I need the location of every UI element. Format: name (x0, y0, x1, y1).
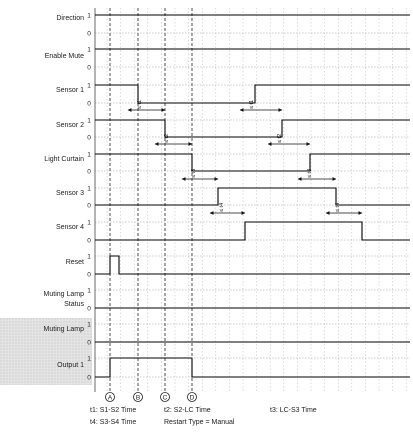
waveform-row-11 (95, 357, 410, 378)
marker-b: B (133, 392, 143, 402)
waveform-row-3 (95, 84, 410, 104)
level-low: 0 (87, 65, 91, 72)
time-label: ≤ t3 (307, 169, 313, 178)
legend-t1: t1: S1-S2 Time (90, 407, 136, 414)
waveform-row-8 (95, 255, 410, 275)
signal-label: Light Curtain (44, 156, 84, 163)
marker-circle (133, 392, 143, 402)
marker-circle (187, 392, 197, 402)
time-label: ≤ t4 (219, 203, 225, 212)
level-high: 1 (87, 83, 91, 90)
level-low: 0 (87, 203, 91, 210)
signal-label: Direction (56, 15, 84, 22)
level-labels: 1 0 1 0 1 0 1 0 1 0 1 0 1 0 1 0 1 0 1 0 1 0 (87, 13, 91, 382)
level-low: 0 (87, 375, 91, 382)
level-low: 0 (87, 31, 91, 38)
signal-labels: Direction Enable Mute Sensor 1 Sensor 2 Ligh… (44, 15, 85, 369)
timing-arrow: ≤ t3 (181, 169, 219, 181)
timing-arrow: ≤ t2 (267, 134, 311, 146)
time-label: ≤ t3 (191, 169, 197, 178)
level-high: 1 (87, 322, 91, 329)
timing-arrows: ≤ t1 ≤ t1 ≤ t2 ≤ t2 ≤ t3 ≤ t3 ≤ t4 ≤ t4 (127, 100, 363, 215)
marker-c: C (160, 392, 170, 402)
level-low: 0 (87, 306, 91, 313)
legend-t2: t2: S2-LC Time (164, 407, 211, 414)
signal-label: Reset (66, 259, 84, 266)
marker-text: A (108, 395, 113, 402)
signal-label: Sensor 1 (56, 87, 84, 94)
level-high: 1 (87, 118, 91, 125)
waveform-row-4 (95, 119, 410, 138)
reference-lines (95, 14, 410, 378)
time-label: ≤ t2 (277, 134, 283, 143)
signal-label: Output 1 (57, 362, 84, 369)
level-high: 1 (87, 220, 91, 227)
level-high: 1 (87, 47, 91, 54)
time-label: ≤ t2 (164, 134, 170, 143)
marker-lines (109, 8, 193, 392)
signal-label: Muting Lamp (44, 326, 85, 333)
signal-label: Sensor 4 (56, 224, 84, 231)
markers: A B C D (105, 392, 197, 402)
timing-arrow: ≤ t4 (325, 203, 363, 215)
marker-text: B (136, 395, 140, 402)
signal-label: Sensor 2 (56, 122, 84, 129)
marker-circle (160, 392, 170, 402)
legend-t4: t4: S3-S4 Time (90, 419, 136, 426)
marker-d: D (187, 392, 197, 402)
marker-text: C (163, 395, 168, 402)
level-low: 0 (87, 135, 91, 142)
level-low: 0 (87, 238, 91, 245)
timing-arrow: ≤ t4 (209, 203, 246, 215)
signal-label: Enable Mute (45, 53, 84, 60)
level-high: 1 (87, 356, 91, 363)
waveforms (95, 14, 410, 378)
signal-label-line: Muting Lamp (44, 291, 85, 298)
time-label: ≤ t4 (335, 203, 341, 212)
legend-restart: Restart Type = Manual (164, 419, 235, 426)
level-low: 0 (87, 272, 91, 279)
level-high: 1 (87, 288, 91, 295)
level-high: 1 (87, 13, 91, 20)
legend-t3: t3: LC-S3 Time (270, 407, 317, 414)
waveform-row-5 (95, 153, 410, 172)
timing-arrow: ≤ t2 (154, 134, 193, 146)
signal-label-line: Status (64, 301, 84, 308)
waveform-row-7 (95, 221, 410, 241)
level-low: 0 (87, 340, 91, 347)
waveform-row-6 (95, 187, 410, 206)
marker-circle (105, 392, 115, 402)
marker-a: A (105, 392, 115, 402)
marker-text: D (190, 395, 195, 402)
level-low: 0 (87, 169, 91, 176)
timing-arrow: ≤ t1 (127, 100, 166, 112)
time-label: ≤ t1 (249, 100, 255, 109)
shaded-label-area (0, 318, 92, 385)
level-low: 0 (87, 101, 91, 108)
vertical-grid (94, 8, 407, 392)
level-high: 1 (87, 186, 91, 193)
timing-arrow: ≤ t3 (297, 169, 337, 181)
level-high: 1 (87, 152, 91, 159)
level-high: 1 (87, 254, 91, 261)
signal-label: Sensor 3 (56, 190, 84, 197)
time-label: ≤ t1 (137, 100, 143, 109)
timing-arrow: ≤ t1 (239, 100, 283, 112)
